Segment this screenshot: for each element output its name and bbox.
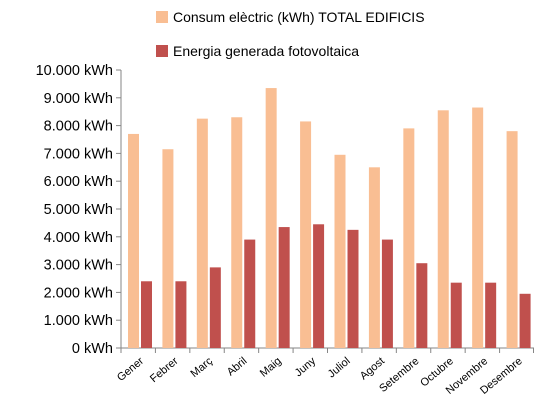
y-tick-label: 5.000 kWh — [44, 202, 113, 218]
bar-fotovoltaica — [141, 281, 152, 348]
y-tick-label: 9.000 kWh — [44, 91, 113, 107]
bar-consum — [265, 88, 277, 348]
bar-consum — [334, 154, 346, 348]
bar-fotovoltaica — [416, 263, 428, 348]
x-tick-label: Maig — [258, 355, 284, 380]
y-tick-label: 2.000 kWh — [44, 285, 113, 301]
legend-swatch-fotovoltaica — [156, 45, 168, 57]
bar-consum — [506, 131, 518, 348]
x-tick-label: Abril — [225, 355, 250, 378]
bar-consum — [231, 117, 243, 348]
bar-fotovoltaica — [244, 239, 256, 348]
bar-consum — [403, 128, 415, 348]
y-tick-label: 6.000 kWh — [44, 174, 113, 190]
y-tick-label: 8.000 kWh — [44, 119, 113, 135]
legend-label-consum: Consum elèctric (kWh) TOTAL EDIFICIS — [173, 9, 425, 25]
x-tick-label: Gener — [115, 355, 146, 384]
x-tick-label: Juliol — [326, 355, 353, 380]
bar-fotovoltaica — [175, 281, 187, 348]
y-tick-label: 0 kWh — [72, 341, 113, 357]
y-tick-label: 7.000 kWh — [44, 146, 113, 162]
legend-label-fotovoltaica: Energia generada fotovoltaica — [173, 43, 360, 59]
bar-consum — [196, 118, 208, 349]
bar-fotovoltaica — [347, 229, 359, 348]
bar-consum — [472, 107, 484, 348]
bar-fotovoltaica — [209, 267, 221, 348]
bar-consum — [128, 133, 139, 348]
y-tick-label: 4.000 kWh — [44, 230, 113, 246]
x-tick-label: Agost — [358, 355, 387, 382]
y-tick-label: 3.000 kWh — [44, 258, 113, 274]
bar-fotovoltaica — [485, 282, 497, 348]
bar-consum — [368, 167, 380, 348]
bar-fotovoltaica — [381, 239, 393, 348]
bar-consum — [300, 121, 312, 349]
x-tick-label: Juny — [293, 355, 319, 379]
x-tick-label: Febrer — [148, 355, 181, 385]
legend-item-consum: Consum elèctric (kWh) TOTAL EDIFICIS — [156, 9, 425, 25]
y-tick-label: 10.000 kWh — [36, 63, 113, 79]
bar-consum — [162, 149, 174, 348]
y-tick-label: 1.000 kWh — [44, 313, 113, 329]
bar-fotovoltaica — [519, 293, 531, 348]
bar-fotovoltaica — [450, 282, 462, 348]
bar-consum — [437, 110, 449, 348]
x-tick-label: Març — [189, 355, 216, 380]
bar-fotovoltaica — [313, 224, 325, 348]
bar-fotovoltaica — [278, 227, 290, 348]
legend-item-fotovoltaica: Energia generada fotovoltaica — [156, 43, 359, 59]
legend-swatch-consum — [156, 11, 168, 23]
